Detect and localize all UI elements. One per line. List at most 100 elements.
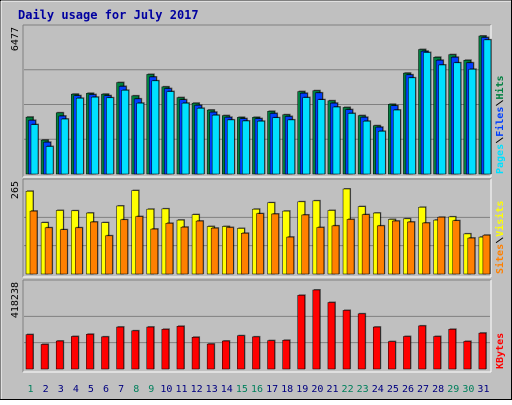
bar-kbytes <box>327 302 336 370</box>
bar-pages <box>423 52 431 175</box>
bar-sites <box>452 220 460 275</box>
bar-pages <box>393 109 401 175</box>
x-tick-label: 9 <box>148 384 154 395</box>
bar-pages <box>211 114 220 175</box>
bar-kbytes <box>418 325 426 370</box>
bar-kbytes <box>463 341 472 370</box>
x-tick-label: 28 <box>432 384 444 395</box>
bar-sites <box>90 221 98 275</box>
bar-pages <box>287 119 295 175</box>
bar-pages <box>302 97 310 175</box>
legend-visits-sites: Sites Visits <box>494 201 506 274</box>
bar-sites <box>301 214 309 275</box>
bar-pages <box>332 106 341 175</box>
legend-entry-pages: Pages <box>495 144 506 174</box>
bar-pages <box>196 108 205 175</box>
x-tick-label: 16 <box>251 384 263 395</box>
x-tick-label: 4 <box>73 384 79 395</box>
bar-kbytes <box>282 340 290 370</box>
x-tick-label: 21 <box>326 384 338 395</box>
bar-sites <box>29 210 38 275</box>
bar-sites <box>407 221 415 275</box>
bar-sites <box>376 225 385 275</box>
bar-sites <box>105 235 113 275</box>
bar-pages <box>227 119 235 175</box>
bar-pages <box>347 113 356 175</box>
x-tick-label: 26 <box>402 384 414 395</box>
bar-kbytes <box>116 326 124 370</box>
bar-kbytes <box>71 336 79 370</box>
x-tick-label: 25 <box>387 384 399 395</box>
bar-kbytes <box>176 326 185 370</box>
bar-kbytes <box>478 332 487 370</box>
x-tick-label: 6 <box>103 384 109 395</box>
bar-sites <box>210 227 219 275</box>
bar-sites <box>361 214 370 275</box>
x-tick-label: 17 <box>266 384 278 395</box>
y-max-label-visits-sites: 265 <box>10 181 21 199</box>
y-max-label-kbytes: 418238 <box>10 282 21 318</box>
legend-separator <box>495 100 504 106</box>
x-tick-label: 23 <box>357 384 369 395</box>
bar-pages <box>121 90 129 175</box>
x-tick-label: 10 <box>160 384 172 395</box>
bar-pages <box>30 124 39 175</box>
legend-separator <box>495 237 504 244</box>
x-tick-label: 19 <box>296 384 308 395</box>
bar-pages <box>45 146 54 175</box>
bar-pages <box>483 39 492 175</box>
x-tick-label: 18 <box>281 384 293 395</box>
bar-sites <box>135 216 143 275</box>
bar-kbytes <box>222 340 230 370</box>
legend-entry-hits: Hits <box>494 75 506 99</box>
bar-kbytes <box>131 330 139 370</box>
legend-hits-files-pages: Pages Files Hits <box>494 75 506 174</box>
bar-pages <box>377 131 386 175</box>
bar-sites <box>437 216 445 275</box>
x-tick-label: 31 <box>477 384 489 395</box>
bar-kbytes <box>161 329 170 370</box>
bar-pages <box>76 97 84 175</box>
bar-sites <box>59 229 68 275</box>
x-tick-label: 3 <box>58 384 64 395</box>
x-tick-label: 11 <box>175 384 187 395</box>
bar-sites <box>44 227 53 275</box>
bar-sites <box>422 222 430 275</box>
bar-kbytes <box>40 344 49 370</box>
bar-kbytes <box>403 336 411 370</box>
bar-pages <box>453 62 461 175</box>
chart-title: Daily usage for July 2017 <box>18 8 199 22</box>
bar-sites <box>256 213 264 275</box>
bar-pages <box>438 64 446 175</box>
x-tick-label: 30 <box>462 384 474 395</box>
bar-kbytes <box>55 340 64 370</box>
bar-sites <box>467 237 476 275</box>
legend-kbytes: KBytes <box>495 333 506 369</box>
bar-kbytes <box>372 326 381 370</box>
bar-sites <box>286 236 294 275</box>
bar-pages <box>136 102 144 175</box>
x-tick-label: 2 <box>43 384 49 395</box>
bar-kbytes <box>25 334 34 370</box>
bar-sites <box>165 223 174 275</box>
bar-pages <box>60 118 69 175</box>
bar-pages <box>151 80 160 175</box>
bar-pages <box>166 91 175 175</box>
bar-kbytes <box>252 336 260 370</box>
bar-sites <box>346 219 355 275</box>
bar-kbytes <box>267 340 275 370</box>
bar-kbytes <box>191 337 200 370</box>
bar-sites <box>120 219 128 275</box>
bar-kbytes <box>206 343 215 370</box>
bar-sites <box>241 233 249 275</box>
bar-sites <box>75 227 83 275</box>
legend-entry-kbytes: KBytes <box>495 333 506 369</box>
bar-kbytes <box>342 310 351 370</box>
legend-entry-files: Files <box>494 107 506 137</box>
bar-sites <box>331 225 340 275</box>
bar-kbytes <box>146 326 155 370</box>
x-tick-label: 12 <box>191 384 203 395</box>
bar-sites <box>392 220 400 275</box>
x-tick-label: 14 <box>221 384 233 395</box>
